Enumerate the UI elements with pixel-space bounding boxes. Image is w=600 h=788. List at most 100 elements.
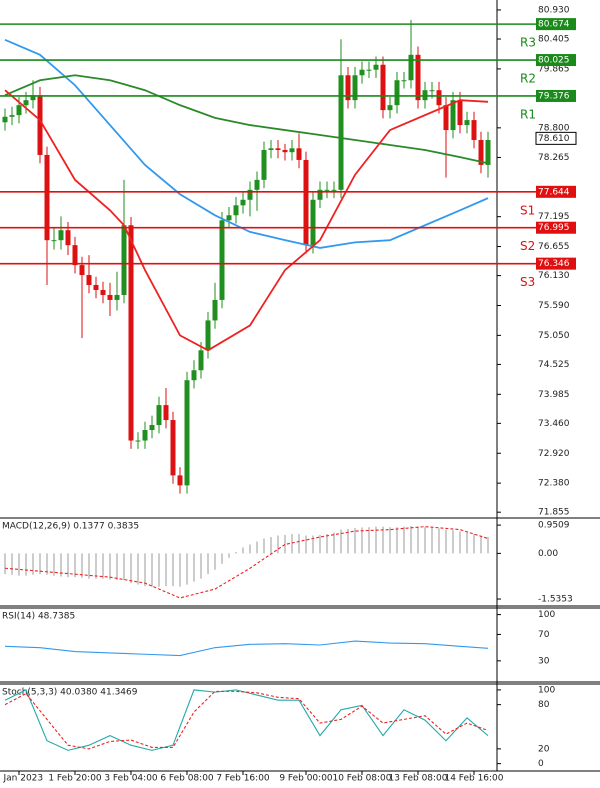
candle-body <box>457 100 463 126</box>
level-name: R1 <box>520 107 536 121</box>
y-tick-label: 20 <box>538 744 550 754</box>
candle-body <box>79 265 85 276</box>
level-label: 80.025 <box>538 56 570 66</box>
candle-body <box>254 179 260 190</box>
candle-body <box>177 475 183 486</box>
candle-body <box>198 350 204 371</box>
candle-body <box>296 148 302 160</box>
y-tick-label: 0.9509 <box>538 521 570 531</box>
candle-body <box>51 240 57 242</box>
candle-body <box>58 230 64 241</box>
indicator-line <box>4 89 489 352</box>
candle-body <box>324 189 330 191</box>
candle-body <box>352 75 358 101</box>
candle-body <box>478 140 484 165</box>
panel-title: RSI(14) 48.7385 <box>2 612 75 622</box>
x-tick-label: 7 Feb 16:00 <box>216 774 270 784</box>
x-tick-label: 1 Feb 20:00 <box>48 774 102 784</box>
candle-body <box>282 149 288 153</box>
candle-body <box>415 54 421 101</box>
y-tick-label: 0 <box>538 759 544 769</box>
candle-body <box>429 90 435 92</box>
candle-body <box>142 430 148 441</box>
candle-body <box>72 245 78 266</box>
x-tick-label: 10 Feb 08:00 <box>332 774 391 784</box>
level-label: 80.674 <box>538 20 570 30</box>
candle-body <box>471 120 477 141</box>
y-tick-label: 75.590 <box>538 301 570 311</box>
level-label: 76.995 <box>538 223 570 233</box>
candle-body <box>44 154 50 241</box>
y-tick-label: -1.5353 <box>538 595 573 605</box>
level-label: 76.346 <box>538 259 570 269</box>
candle-body <box>226 215 232 221</box>
candle-body <box>331 189 337 191</box>
candle-body <box>261 149 267 180</box>
level-label-box <box>536 89 576 102</box>
candle-body <box>184 380 190 486</box>
x-tick-label: 13 Feb 08:00 <box>388 774 447 784</box>
x-tick-label: 14 Feb 16:00 <box>444 774 503 784</box>
candle-body <box>464 120 470 126</box>
candle-body <box>303 159 309 246</box>
level-label: 79.376 <box>538 91 570 101</box>
candle-body <box>23 100 29 106</box>
candle-body <box>387 105 393 111</box>
y-tick-label: 73.985 <box>538 390 570 400</box>
y-tick-label: 75.050 <box>538 331 570 341</box>
candle-body <box>240 199 246 206</box>
candle-body <box>86 275 92 286</box>
indicator-line <box>4 39 489 249</box>
level-name: S2 <box>520 239 535 253</box>
candle-body <box>450 100 456 131</box>
y-tick-label: 70 <box>538 630 550 640</box>
indicator-line <box>4 526 489 599</box>
candle-body <box>2 116 8 123</box>
candle-body <box>345 75 351 101</box>
indicator-line <box>4 690 489 750</box>
y-tick-label: 72.920 <box>538 449 570 459</box>
y-tick-label: 71.855 <box>538 508 570 518</box>
candle-body <box>317 189 323 200</box>
candle-body <box>9 115 15 117</box>
panel-title: MACD(12,26,9) 0.1377 0.3835 <box>2 522 139 532</box>
candle-body <box>408 54 414 81</box>
candle-body <box>394 80 400 106</box>
y-tick-label: 74.525 <box>538 360 570 370</box>
candle-body <box>275 148 281 150</box>
candle-body <box>93 285 99 290</box>
candle-body <box>443 105 449 131</box>
y-tick-label: 79.865 <box>538 64 570 74</box>
candle-body <box>163 405 169 421</box>
level-label-box <box>536 221 576 234</box>
candle-body <box>401 80 407 82</box>
x-tick-label: 1 Jan 2023 <box>0 774 43 784</box>
y-tick-label: 80.405 <box>538 35 570 45</box>
candle-body <box>485 140 491 165</box>
candle-body <box>107 294 113 300</box>
candle-body <box>219 220 225 300</box>
candle-body <box>338 75 344 190</box>
candle-body <box>212 299 218 321</box>
candle-body <box>30 95 36 101</box>
last-price-label: 78.610 <box>538 134 570 144</box>
candle-body <box>156 405 162 426</box>
y-tick-label: 73.460 <box>538 419 570 429</box>
level-label-box <box>536 185 576 198</box>
candle-body <box>149 425 155 431</box>
y-tick-label: 78.265 <box>538 153 570 163</box>
candle-body <box>310 199 316 246</box>
y-tick-label: 100 <box>538 610 555 620</box>
level-name: R2 <box>520 72 536 86</box>
level-name: R3 <box>520 36 536 50</box>
y-tick-label: 100 <box>538 685 555 695</box>
candle-body <box>247 189 253 200</box>
candle-body <box>100 289 106 295</box>
y-tick-label: 77.195 <box>538 212 570 222</box>
y-tick-label: 76.655 <box>538 242 570 252</box>
candle-body <box>170 420 176 476</box>
y-tick-label: 72.380 <box>538 479 570 489</box>
y-tick-label: 80 <box>538 700 550 710</box>
level-label: 77.644 <box>538 187 570 197</box>
level-name: S3 <box>520 275 535 289</box>
